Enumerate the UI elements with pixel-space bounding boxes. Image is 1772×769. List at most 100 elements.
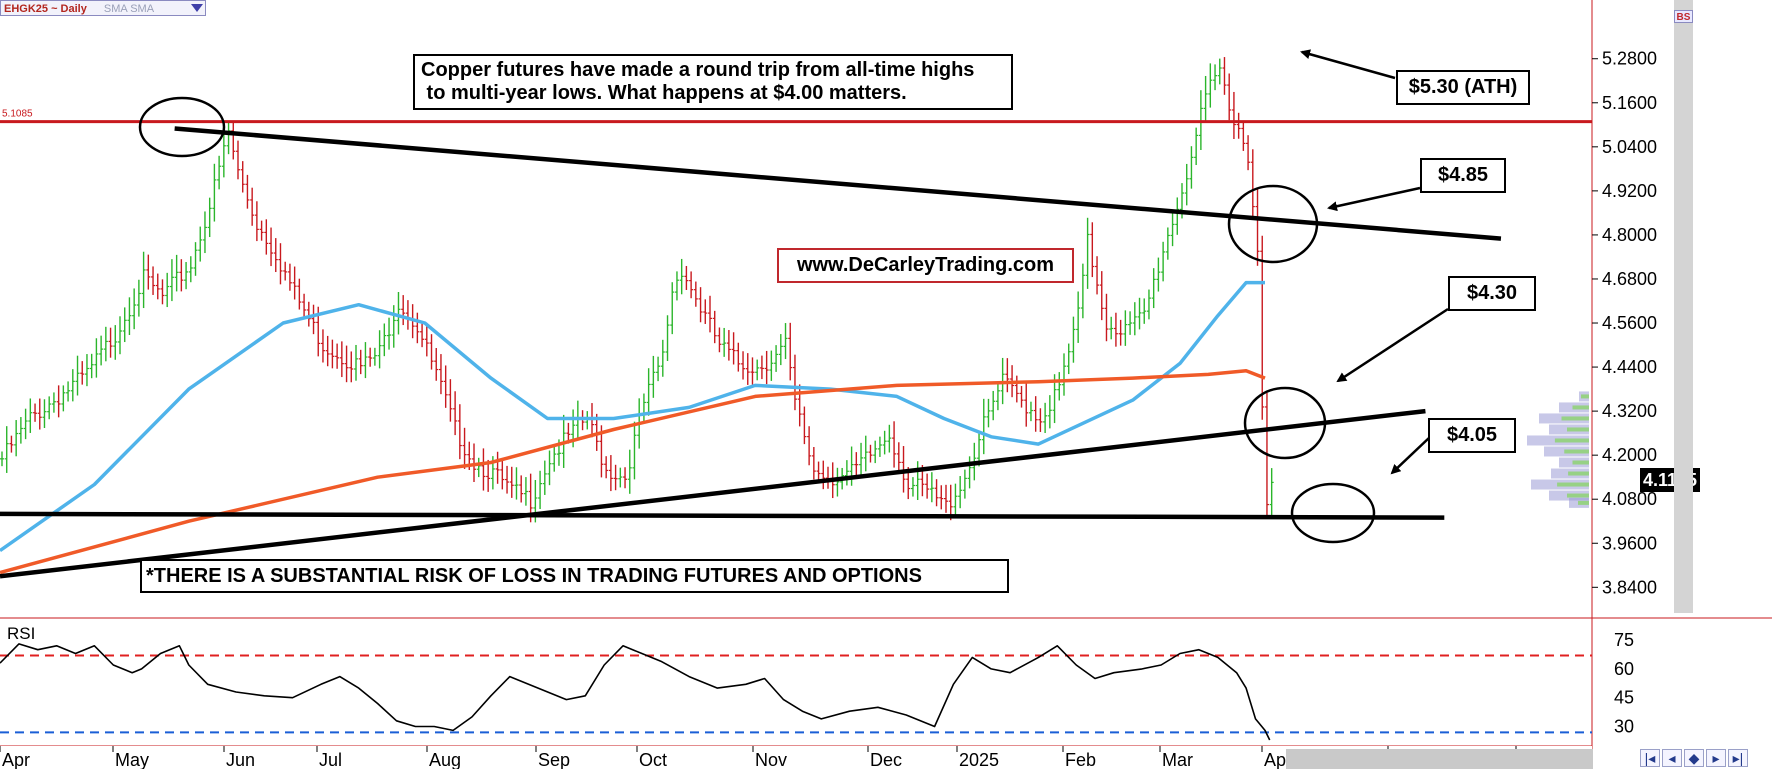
- price-bar: [1123, 310, 1128, 346]
- chevron-down-icon[interactable]: [191, 4, 203, 12]
- price-bar: [608, 455, 613, 492]
- time-tick-label: Sep: [538, 750, 570, 769]
- price-bar: [604, 456, 609, 479]
- horizontal-scrollbar[interactable]: [1286, 749, 1593, 769]
- price-bar: [934, 479, 939, 507]
- price-bar: [986, 398, 991, 428]
- vertical-scrollbar[interactable]: [1674, 0, 1693, 613]
- time-tick-label: Dec: [870, 750, 902, 769]
- price-bar: [1175, 197, 1180, 235]
- buy-sell-badge[interactable]: BS: [1674, 10, 1693, 23]
- price-bar: [1014, 375, 1019, 403]
- price-bar: [769, 350, 774, 381]
- price-bar: [1213, 64, 1218, 91]
- price-bar: [495, 451, 500, 484]
- price-bar: [552, 445, 557, 472]
- annotation-circle: [1227, 184, 1319, 264]
- diamond-icon[interactable]: ◆: [1684, 749, 1704, 767]
- symbol-selector[interactable]: EHGK25 ~ Daily SMA SMA: [0, 0, 206, 16]
- trendline: [0, 511, 1445, 520]
- price-bar: [330, 339, 335, 369]
- price-bar: [212, 163, 217, 222]
- price-bar: [1260, 235, 1265, 420]
- time-tick-label: Apr: [1264, 750, 1292, 769]
- price-bar: [127, 297, 132, 335]
- price-bar: [523, 477, 528, 506]
- price-bar: [854, 452, 859, 476]
- price-tick-label: 4.6800: [1602, 269, 1657, 289]
- volume-profile-bar: [1578, 500, 1589, 505]
- price-tick-label: 4.8000: [1602, 225, 1657, 245]
- price-bar: [873, 440, 878, 464]
- price-bar: [1128, 311, 1133, 335]
- sma-slow-line: [0, 368, 1266, 575]
- price-bar: [84, 354, 89, 387]
- price-tick-label: 5.2800: [1602, 49, 1657, 69]
- price-bar: [457, 404, 462, 460]
- first-page-icon[interactable]: |◂: [1640, 749, 1660, 767]
- price-bar: [1189, 146, 1194, 189]
- price-bar: [995, 381, 1000, 411]
- next-icon[interactable]: ▸: [1706, 749, 1726, 767]
- price-bar: [1227, 73, 1232, 121]
- price-bar: [47, 396, 52, 420]
- price-bar: [1024, 383, 1029, 427]
- price-bar: [66, 381, 71, 402]
- price-bar: [377, 330, 382, 369]
- price-bar: [1250, 149, 1255, 218]
- price-bar: [486, 459, 491, 492]
- price-bar: [99, 335, 104, 366]
- annotation-circle: [1290, 482, 1376, 544]
- price-bar: [1090, 222, 1095, 278]
- price-label-485: $4.85: [1420, 158, 1506, 193]
- price-bar: [354, 344, 358, 381]
- volume-profile-bar: [1572, 460, 1589, 465]
- price-bar: [302, 293, 307, 318]
- price-bar: [547, 450, 552, 486]
- price-bar: [736, 342, 741, 372]
- price-bar: [953, 483, 958, 518]
- price-bar: [264, 219, 269, 255]
- price-bar: [1208, 63, 1213, 108]
- price-bar: [70, 369, 75, 402]
- price-bar: [826, 466, 830, 489]
- price-bar: [708, 295, 712, 333]
- price-bar: [868, 444, 873, 463]
- price-bar: [1113, 312, 1118, 347]
- price-bar: [42, 399, 47, 428]
- price-bar: [245, 174, 250, 209]
- price-bar: [462, 427, 467, 469]
- price-bar: [320, 329, 325, 363]
- price-bar: [807, 426, 812, 466]
- price-bar: [778, 334, 783, 366]
- price-bar: [240, 161, 245, 193]
- last-page-icon[interactable]: ▸|: [1728, 749, 1748, 767]
- time-tick-label: Nov: [755, 750, 787, 769]
- price-bar: [641, 393, 646, 424]
- volume-profile-bar: [1567, 493, 1589, 498]
- price-bar: [236, 140, 240, 180]
- price-bar: [122, 307, 127, 343]
- price-bar: [1203, 75, 1208, 123]
- price-bar: [37, 398, 42, 430]
- price-bar: [802, 406, 807, 445]
- price-bar: [901, 446, 906, 493]
- price-bar: [693, 281, 698, 307]
- price-bar: [174, 254, 179, 292]
- price-bar: [188, 256, 193, 283]
- price-bar: [217, 155, 222, 190]
- prev-icon[interactable]: ◂: [1662, 749, 1682, 767]
- price-bar: [108, 327, 113, 358]
- price-bar: [226, 121, 231, 155]
- price-bar: [684, 265, 689, 290]
- volume-profile: [1527, 391, 1589, 508]
- price-bar: [844, 460, 849, 486]
- price-bar: [679, 258, 684, 295]
- price-bar: [231, 122, 236, 160]
- price-bar: [453, 391, 458, 436]
- price-bar: [103, 326, 108, 362]
- price-bar: [759, 355, 764, 380]
- price-bar: [179, 259, 184, 292]
- price-bar: [1236, 112, 1241, 139]
